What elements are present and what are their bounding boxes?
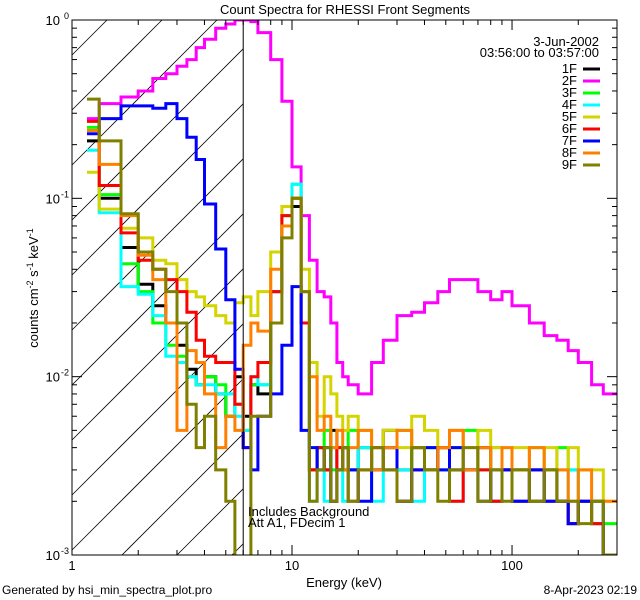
legend-label-9F: 9F bbox=[562, 157, 577, 172]
y-label-part: -2 bbox=[25, 280, 35, 288]
hatch-line bbox=[71, 378, 244, 551]
annotation-line-1: Includes Background bbox=[248, 504, 369, 519]
y-tick-exponent: -2 bbox=[61, 368, 69, 378]
y-label-part: -1 bbox=[25, 262, 35, 270]
legend-label-4F: 4F bbox=[562, 97, 577, 112]
y-label-part: counts cm bbox=[26, 288, 41, 347]
x-tick-label: 10 bbox=[285, 558, 299, 573]
y-tick-exponent: 0 bbox=[64, 11, 69, 21]
y-label-part: s bbox=[26, 270, 41, 281]
legend-date: 3-Jun-2002 bbox=[533, 34, 599, 49]
y-tick-exponent: -1 bbox=[61, 189, 69, 199]
y-tick-exponent: -3 bbox=[61, 546, 69, 556]
legend-label-2F: 2F bbox=[562, 73, 577, 88]
hatch-line bbox=[71, 323, 244, 496]
hatch-line bbox=[71, 158, 244, 331]
series-group bbox=[87, 20, 617, 555]
series-4F-line bbox=[87, 148, 617, 555]
hatch-line bbox=[176, 488, 244, 556]
legend-label-7F: 7F bbox=[562, 133, 577, 148]
hatch-line bbox=[121, 433, 244, 556]
series-9F-line bbox=[87, 97, 617, 555]
legend-label-1F: 1F bbox=[562, 61, 577, 76]
legend-label-8F: 8F bbox=[562, 145, 577, 160]
y-tick-label: 10 bbox=[46, 13, 60, 28]
y-label-part: -1 bbox=[25, 228, 35, 236]
legend-label-6F: 6F bbox=[562, 121, 577, 136]
y-axis-label: counts cm-2 s-1 keV-1 bbox=[25, 228, 41, 347]
legend-label-5F: 5F bbox=[562, 109, 577, 124]
annotation-line-2: Att A1, FDecim 1 bbox=[248, 515, 346, 530]
legend-time-range: 03:56:00 to 03:57:00 bbox=[480, 45, 599, 60]
hatch-line bbox=[71, 19, 163, 111]
hatch-line bbox=[71, 19, 108, 56]
plot-frame bbox=[71, 19, 618, 556]
hatch-line bbox=[71, 103, 244, 276]
footer-generated-by: Generated by hsi_min_spectra_plot.pro bbox=[2, 583, 212, 597]
y-tick-label: 10 bbox=[46, 548, 60, 563]
chart-title: Count Spectra for RHESSI Front Segments bbox=[220, 2, 470, 17]
hatch-line bbox=[71, 268, 244, 441]
y-label-part: keV bbox=[26, 236, 41, 262]
y-tick-label: 10 bbox=[46, 191, 60, 206]
x-tick-label: 100 bbox=[501, 558, 523, 573]
x-tick-label: 1 bbox=[68, 558, 75, 573]
footer-timestamp: 8-Apr-2023 02:19 bbox=[544, 583, 638, 597]
y-tick-label: 10 bbox=[46, 370, 60, 385]
x-axis-label: Energy (keV) bbox=[306, 575, 382, 590]
series-2F-line bbox=[87, 20, 617, 396]
hatch-line bbox=[71, 213, 244, 386]
series-8F-line bbox=[87, 129, 617, 503]
legend-label-3F: 3F bbox=[562, 85, 577, 100]
